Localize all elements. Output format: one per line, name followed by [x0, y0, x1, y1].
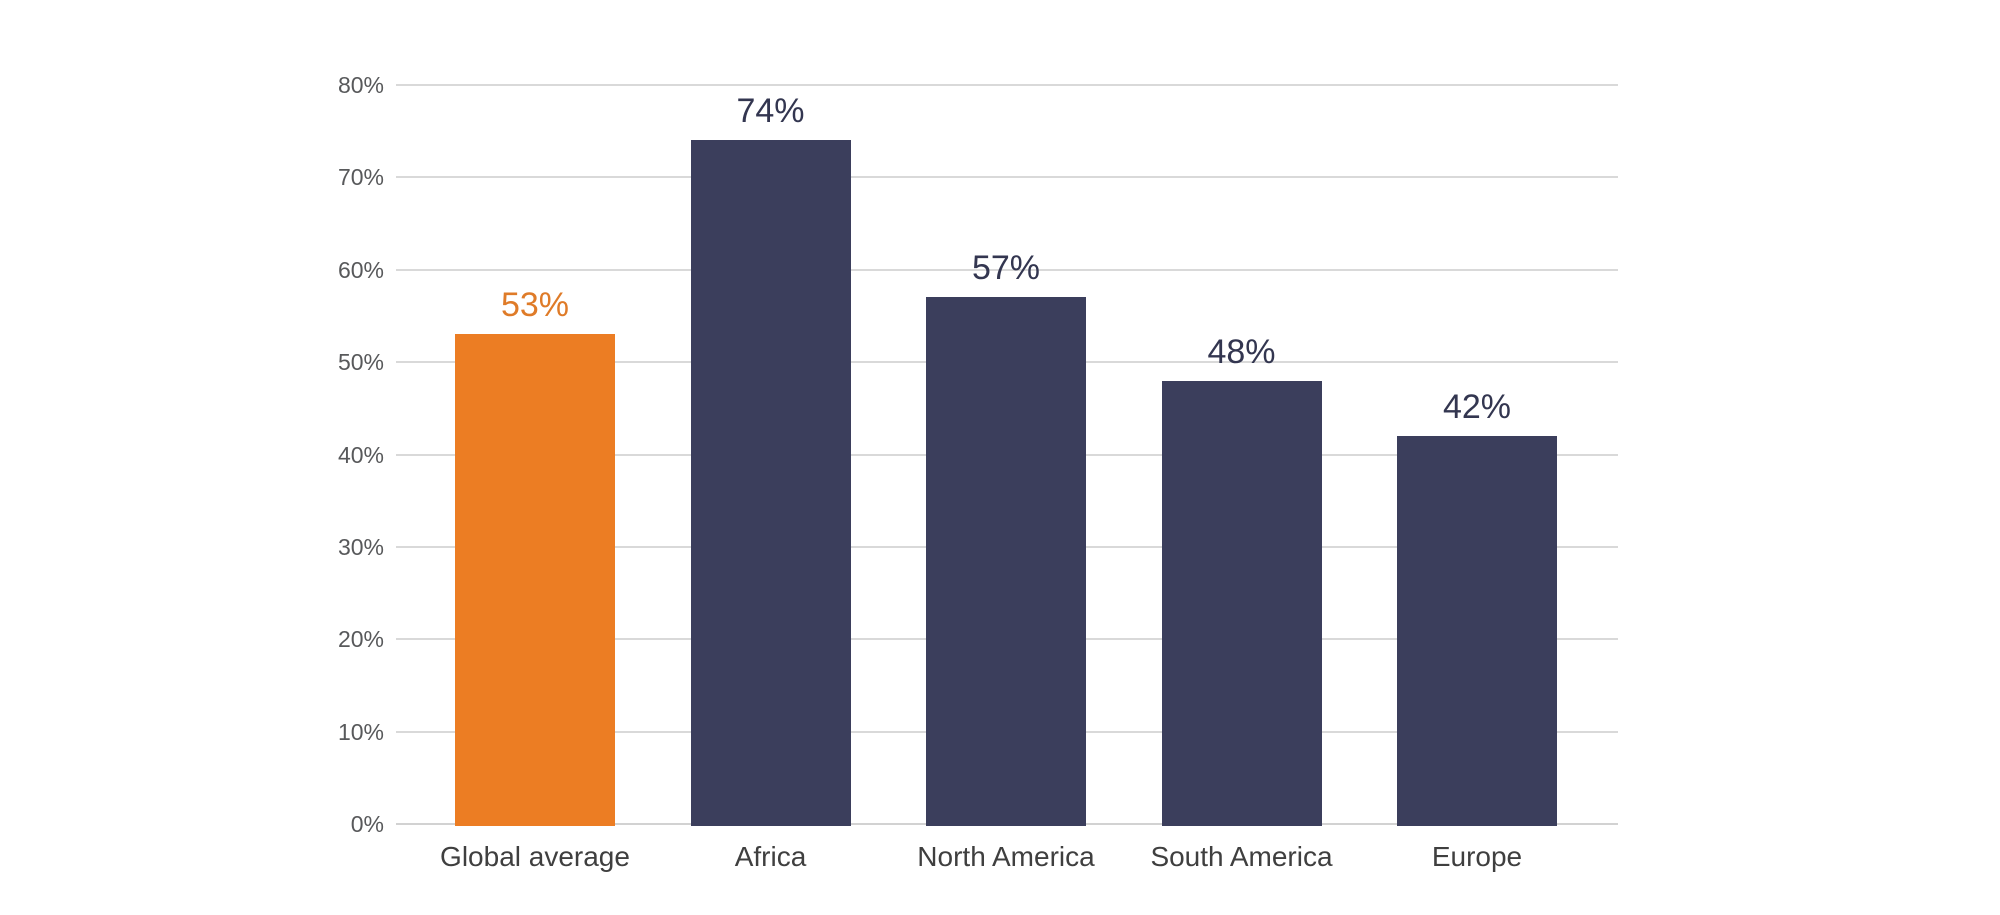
- y-tick-label-80: 80%: [337, 72, 384, 98]
- bar-south-america: [1161, 380, 1322, 826]
- category-label-africa: Africa: [734, 841, 807, 872]
- category-label-south-america: South America: [1150, 841, 1333, 872]
- gridline-60: [396, 268, 1618, 271]
- category-label-europe: Europe: [1431, 841, 1523, 872]
- value-label-africa: 74%: [736, 92, 805, 131]
- gridline-70: [396, 176, 1618, 179]
- value-label-south-america: 48%: [1207, 332, 1276, 371]
- y-tick-label-0: 0%: [350, 811, 384, 837]
- category-label-north-america: North America: [917, 841, 1095, 872]
- value-label-europe: 42%: [1442, 388, 1512, 427]
- y-tick-label-50: 50%: [337, 349, 384, 376]
- y-tick-label-40: 40%: [337, 441, 384, 468]
- bar-europe: [1397, 436, 1557, 826]
- value-label-north-america: 57%: [971, 249, 1041, 288]
- value-label-global-average: 53%: [500, 286, 570, 325]
- y-tick-label-60: 60%: [337, 256, 384, 283]
- y-tick-label-70: 70%: [337, 164, 384, 191]
- y-tick-label-10: 10%: [337, 718, 384, 745]
- plot-area: 0% 10% 20% 30% 40% 50% 60% 70% 80% 53% Global aver…: [338, 72, 1618, 872]
- category-label-global-average: Global average: [440, 841, 630, 872]
- y-tick-label-20: 20%: [337, 626, 384, 653]
- bar-global-average: [455, 334, 615, 826]
- y-tick-label-30: 30%: [337, 533, 384, 560]
- bar-africa: [690, 140, 851, 826]
- gridline-80: [396, 84, 1618, 86]
- bar-north-america: [926, 297, 1086, 826]
